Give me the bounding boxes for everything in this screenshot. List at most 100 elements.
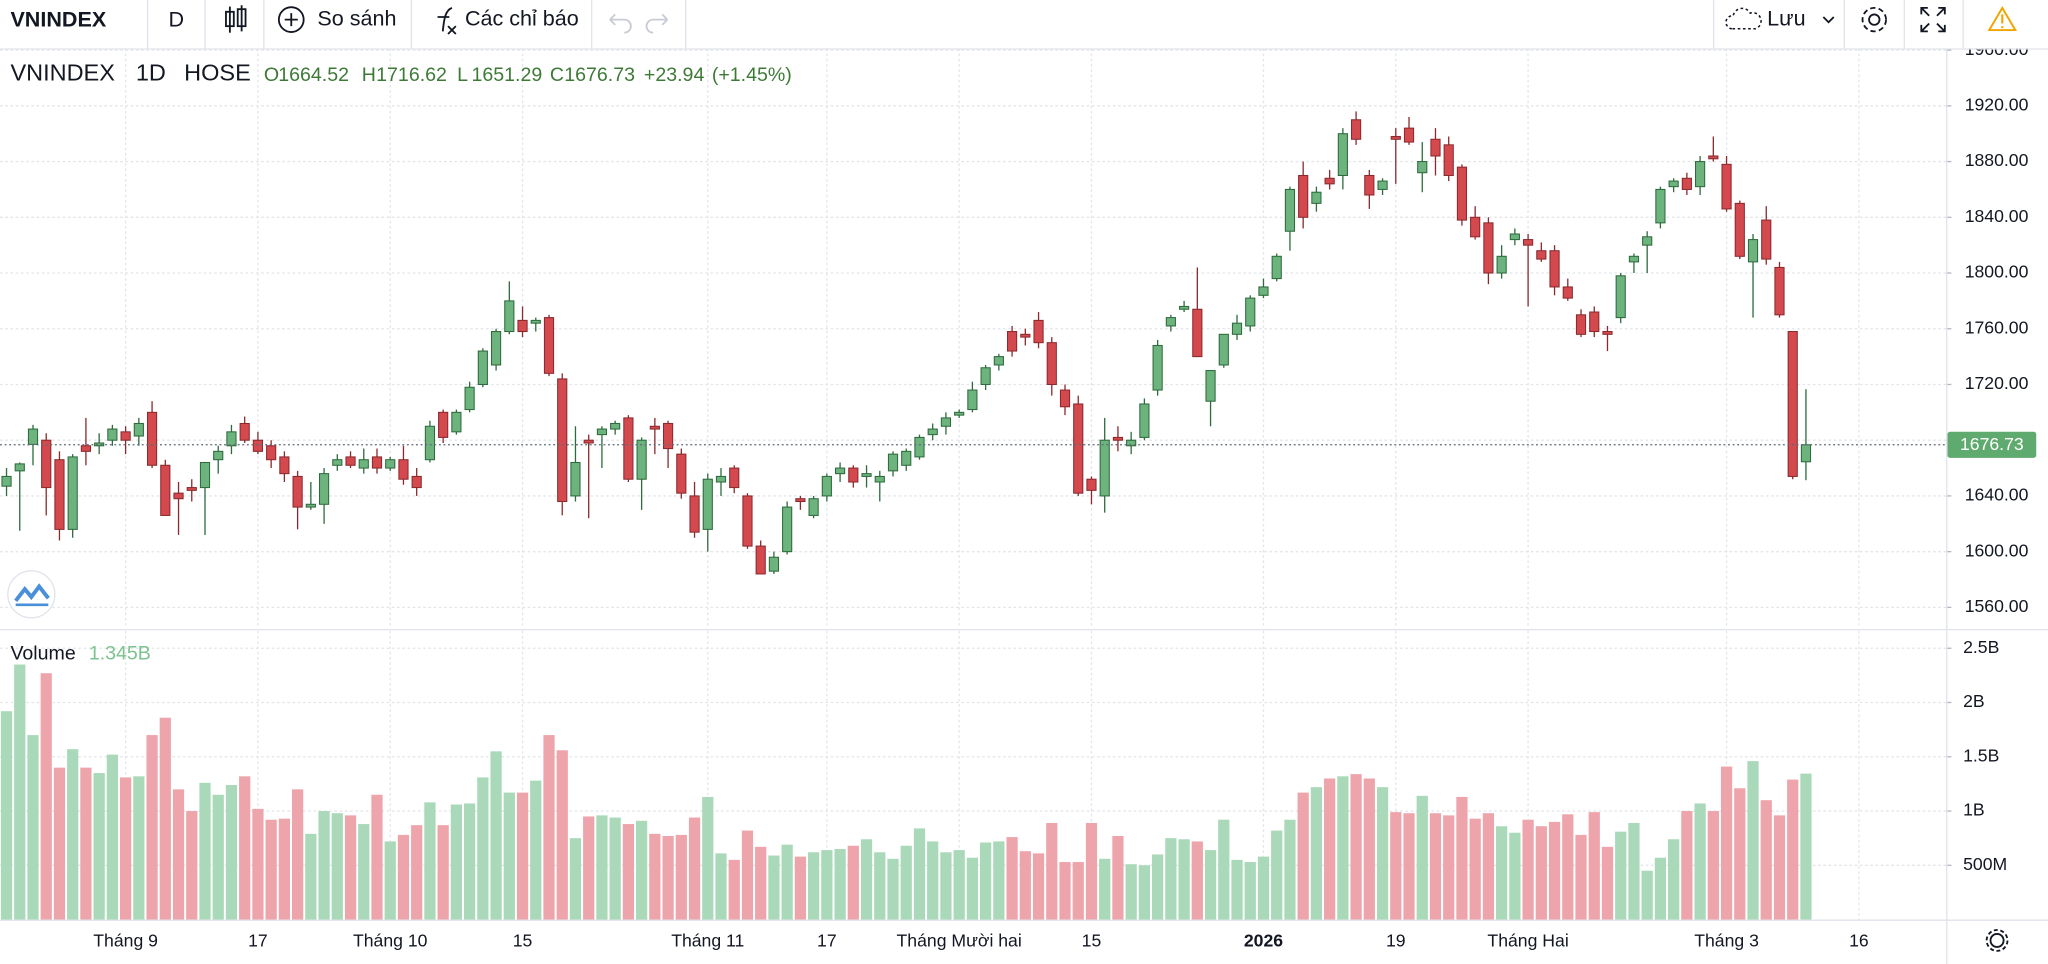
volume-bar (1257, 856, 1270, 920)
candle-body (27, 428, 39, 445)
frame (0, 48, 2048, 964)
volume-bar (464, 803, 476, 920)
volume-bar (199, 782, 211, 920)
candle-body (1271, 255, 1282, 280)
compare-button[interactable]: So sánh (277, 5, 397, 33)
candle-body (1774, 266, 1785, 316)
y2-tick-label: 2B (1963, 691, 1985, 711)
volume-bar (516, 792, 529, 920)
redo-button[interactable] (645, 13, 669, 34)
candle-body (1112, 436, 1124, 441)
fullscreen-button[interactable] (1920, 6, 1946, 33)
volume-bar (80, 767, 92, 920)
volume-bar (808, 852, 820, 920)
candle-body (1059, 389, 1071, 408)
candle-body (980, 367, 991, 385)
volume-bar (1072, 862, 1084, 920)
volume-bar (993, 841, 1005, 920)
candle-body (1642, 236, 1653, 246)
candle-body (252, 439, 264, 452)
candle-body (451, 411, 462, 433)
candle-body (570, 461, 581, 497)
interval-button[interactable]: D (169, 7, 185, 32)
candle-body (1430, 138, 1441, 157)
volume-bar (1496, 826, 1508, 920)
candle-body (1231, 322, 1243, 335)
indicators-button[interactable]: Các chỉ báo (437, 5, 579, 35)
volume-bar (781, 844, 793, 920)
volume-bar (1588, 812, 1600, 920)
candle-body (583, 439, 594, 444)
volume-bar (1152, 854, 1164, 920)
volume-bar (1032, 853, 1045, 920)
candle-body (1536, 250, 1547, 260)
candle-body (385, 459, 396, 469)
volume-bar (424, 802, 436, 920)
volume-bar (477, 777, 489, 920)
settings-button[interactable] (1985, 929, 2009, 952)
candle-body (623, 417, 634, 480)
candle-body (279, 456, 290, 475)
volume-bar (847, 845, 859, 920)
candle-body (834, 467, 846, 475)
volume-bar (503, 792, 515, 920)
candle-body (160, 464, 171, 516)
volume-bar (1707, 811, 1719, 920)
volume-bar (636, 820, 648, 920)
candle-body (67, 456, 78, 530)
caret-icon (1822, 16, 1835, 24)
y2-tick-label: 2.5B (1963, 637, 1999, 657)
candle-body (398, 459, 409, 480)
volume-bar (980, 842, 992, 920)
volume-bar (14, 664, 26, 920)
volume-bar (622, 824, 635, 920)
candle-body (1139, 403, 1150, 438)
candle-body (226, 431, 237, 447)
candle-body (702, 478, 713, 530)
volume-bar (1641, 870, 1653, 920)
volume-bar (1059, 862, 1071, 920)
x-tick-label: 17 (817, 930, 837, 950)
volume-bar (1694, 803, 1706, 920)
volume-bar (1218, 819, 1230, 920)
gear-icon (1868, 13, 1881, 26)
candle-body (755, 545, 766, 575)
candle-body (305, 503, 316, 508)
candle-body (1761, 219, 1772, 260)
fx-icon (437, 7, 457, 35)
volume-bar (1734, 788, 1746, 920)
x-tick-label: Tháng 10 (353, 930, 428, 950)
volume-bar (1615, 831, 1627, 920)
save-button[interactable]: Lưu (1725, 5, 1835, 30)
volume-bar (569, 838, 582, 920)
volume-bar (741, 830, 754, 920)
y2-tick-label: 1B (1963, 800, 1985, 820)
candle-body (107, 428, 118, 441)
volume-bar (146, 735, 158, 920)
chart-type-button[interactable] (225, 5, 247, 33)
undo-button[interactable] (609, 13, 632, 34)
volume-bar (728, 859, 740, 920)
volume-bar (1310, 787, 1323, 920)
volume-bar (1271, 830, 1283, 920)
volume-bar (344, 815, 357, 920)
candle-body (1073, 403, 1084, 494)
volume-bar (900, 845, 912, 920)
indicators-label: Các chỉ báo (465, 5, 579, 30)
volume-bar (239, 776, 251, 920)
candle-body (41, 439, 52, 489)
candle-body (1, 475, 12, 487)
symbol-search[interactable]: VNINDEX (10, 7, 106, 32)
warning-button[interactable] (1987, 5, 2018, 32)
volume-bar (940, 852, 952, 920)
volume-bar (67, 749, 79, 920)
volume-bar (1443, 815, 1455, 920)
volume-bar (1165, 838, 1177, 920)
volume-bar (688, 817, 701, 920)
volume-bar (927, 841, 939, 920)
candle-body (927, 428, 938, 436)
y-tick-label: 1840.00 (1965, 206, 2029, 226)
candle-body (808, 498, 819, 516)
y2-tick-label: 1.5B (1963, 745, 1999, 765)
